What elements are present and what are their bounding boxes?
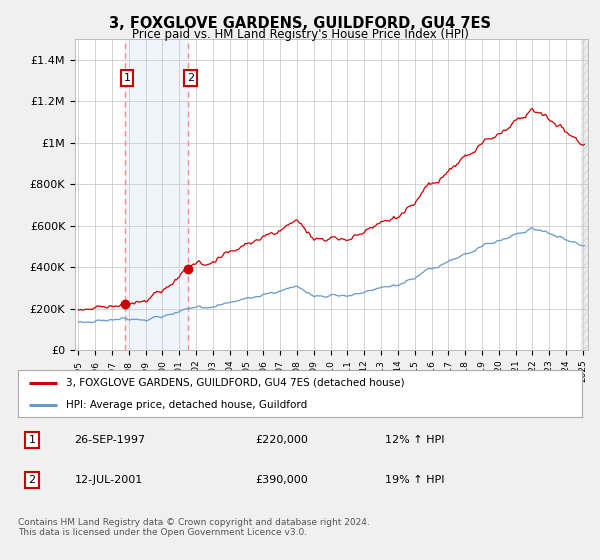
Text: 3, FOXGLOVE GARDENS, GUILDFORD, GU4 7ES: 3, FOXGLOVE GARDENS, GUILDFORD, GU4 7ES (109, 16, 491, 31)
Text: Contains HM Land Registry data © Crown copyright and database right 2024.
This d: Contains HM Land Registry data © Crown c… (18, 518, 370, 538)
Text: HPI: Average price, detached house, Guildford: HPI: Average price, detached house, Guil… (66, 400, 307, 410)
Text: Price paid vs. HM Land Registry's House Price Index (HPI): Price paid vs. HM Land Registry's House … (131, 28, 469, 41)
Text: 3, FOXGLOVE GARDENS, GUILDFORD, GU4 7ES (detached house): 3, FOXGLOVE GARDENS, GUILDFORD, GU4 7ES … (66, 378, 404, 388)
Text: 19% ↑ HPI: 19% ↑ HPI (385, 475, 444, 485)
Text: 2: 2 (187, 73, 194, 83)
Text: 12-JUL-2001: 12-JUL-2001 (74, 475, 143, 485)
Text: £390,000: £390,000 (255, 475, 308, 485)
Text: 12% ↑ HPI: 12% ↑ HPI (385, 435, 444, 445)
Text: 1: 1 (29, 435, 35, 445)
Text: 1: 1 (124, 73, 131, 83)
Text: £220,000: £220,000 (255, 435, 308, 445)
Bar (581, 39, 588, 350)
Bar (125, 39, 188, 350)
Text: 26-SEP-1997: 26-SEP-1997 (74, 435, 146, 445)
Text: 2: 2 (29, 475, 35, 485)
